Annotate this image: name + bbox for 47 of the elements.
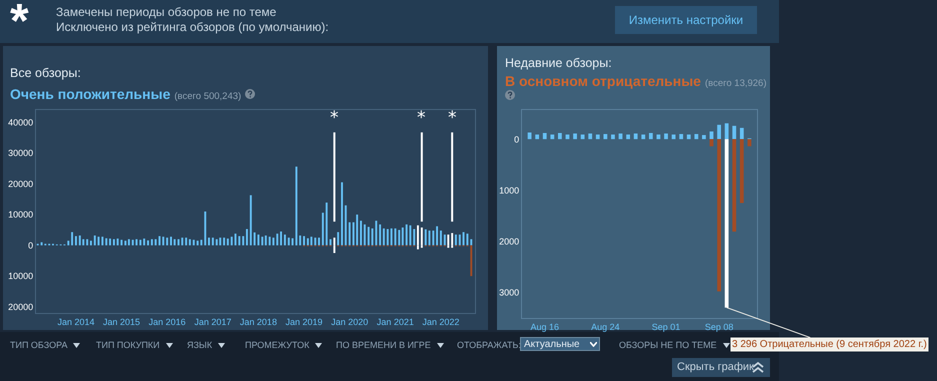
- text: Исключено из рейтинга обзоров (по умолчанию):: [56, 20, 329, 34]
- x-tick-label: Jan 2017: [194, 316, 232, 327]
- text: Изменить настройки: [615, 6, 757, 34]
- text: ПО ВРЕМЕНИ В ИГРЕ: [336, 340, 431, 350]
- y-tick-label: 0: [514, 134, 520, 144]
- chart-title: Все обзоры:: [10, 66, 81, 80]
- text: ОБЗОРЫ НЕ ПО ТЕМЕ: [619, 340, 717, 350]
- text: Замечены периоды обзоров не по теме: [56, 5, 276, 19]
- x-tick-label: Aug 24: [591, 322, 620, 332]
- chart-title: Недавние обзоры:: [505, 56, 612, 70]
- text: (всего 500,243): [174, 91, 242, 102]
- text: Актуальные: [520, 337, 600, 351]
- y-tick-label: 20000: [8, 178, 34, 189]
- y-tick-label: 40000: [8, 117, 34, 128]
- y-tick-label: 10000: [8, 271, 34, 282]
- ref-line-label: *: [330, 108, 338, 128]
- x-tick-label: Jan 2015: [103, 316, 140, 327]
- text: ТИП ОБЗОРА: [10, 340, 68, 350]
- y-tick-label: 10000: [8, 210, 34, 220]
- y-tick-label: 2000: [499, 236, 520, 246]
- chart-subtitle: Очень положительные: [10, 86, 170, 102]
- x-tick-label: Jan 2016: [148, 316, 186, 327]
- x-tick-label: Aug 16: [530, 322, 560, 332]
- text: ОТОБРАЖАТЬ:: [457, 340, 521, 350]
- x-tick-label: Jan 2018: [240, 316, 277, 327]
- text: ТИП ПОКУПКИ: [96, 340, 160, 350]
- x-tick-label: Jan 2020: [331, 316, 368, 327]
- x-tick-label: Jan 2019: [285, 316, 323, 327]
- x-tick-label: Jan 2021: [376, 316, 414, 327]
- text: ЯЗЫК: [187, 340, 212, 350]
- y-tick-label: 1000: [499, 185, 520, 196]
- text: *: [10, 0, 29, 49]
- y-tick-label: 3000: [499, 288, 520, 298]
- x-tick-label: Sep 08: [704, 322, 734, 332]
- y-tick-label: 20000: [8, 302, 34, 312]
- text: Скрыть график: [672, 358, 770, 377]
- x-tick-label: Sep 01: [652, 322, 680, 332]
- chart-subtitle: В основном отрицательные: [505, 73, 701, 89]
- annotation: 3 296 Отрицательные (9 сентября 2022 г.): [732, 339, 927, 350]
- x-tick-label: Jan 2014: [57, 316, 94, 327]
- text: ПРОМЕЖУТОК: [245, 340, 310, 350]
- text: (всего 13,926): [704, 78, 767, 89]
- ref-line-label: *: [417, 108, 426, 128]
- ref-line-label: *: [448, 108, 456, 128]
- y-tick-label: 30000: [8, 148, 34, 158]
- y-tick-label: 0: [28, 240, 34, 250]
- x-tick-label: Jan 2022: [422, 316, 460, 327]
